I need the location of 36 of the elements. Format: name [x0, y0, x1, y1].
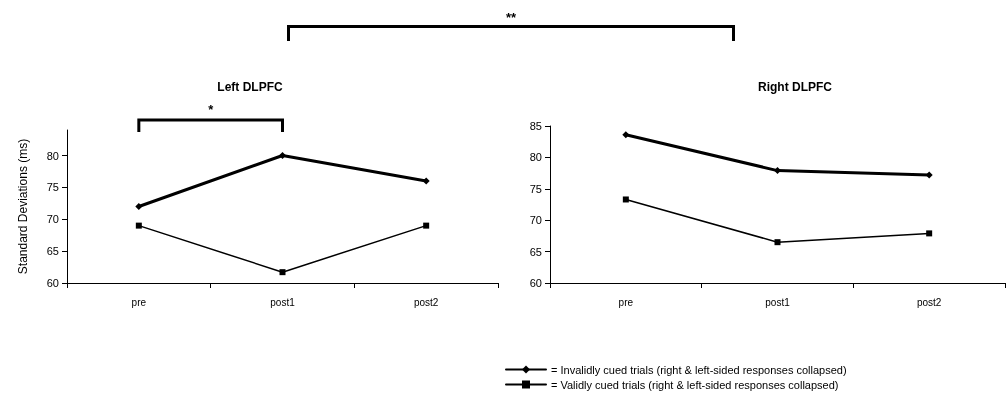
legend-label: = Invalidly cued trials (right & left-sided responses collapsed) [551, 363, 847, 376]
y-tick-label: 65 [46, 245, 59, 258]
y-tick-label: 70 [46, 213, 59, 226]
x-tick-label: post2 [916, 296, 942, 308]
point [135, 203, 143, 210]
y-tick-label: 70 [529, 214, 542, 227]
y-tick-label: 65 [529, 245, 542, 258]
point [423, 222, 430, 229]
legend-label: = Validly cued trials (right & left-sided responses collapsed) [551, 378, 839, 391]
point [135, 222, 142, 229]
y-tick-label: 80 [46, 149, 59, 162]
point [279, 152, 286, 159]
point [279, 269, 286, 276]
y-tick-label: 75 [529, 182, 542, 195]
point [925, 171, 933, 179]
y-tick-label: 75 [46, 181, 59, 194]
x-tick-label: pre [618, 296, 634, 308]
y-tick-label: 60 [529, 277, 542, 289]
chart-title: Left DLPFC [217, 80, 283, 94]
y-axis-title: Standard Deviations (ms) [16, 138, 30, 275]
point [926, 230, 933, 237]
y-tick-label: 80 [529, 151, 542, 164]
point [422, 177, 430, 185]
text: * [208, 102, 215, 117]
x-tick-label: post1 [765, 296, 791, 308]
text: ** [504, 10, 518, 25]
chart-title: Right DLPFC [758, 80, 833, 94]
point [622, 131, 630, 139]
x-tick-label: pre [131, 296, 147, 308]
point [622, 196, 629, 203]
y-tick-label: 60 [46, 277, 59, 289]
x-tick-label: post2 [413, 296, 439, 308]
point [774, 239, 781, 246]
point [774, 167, 781, 175]
y-tick-label: 85 [529, 120, 542, 132]
x-tick-label: post1 [270, 296, 296, 308]
